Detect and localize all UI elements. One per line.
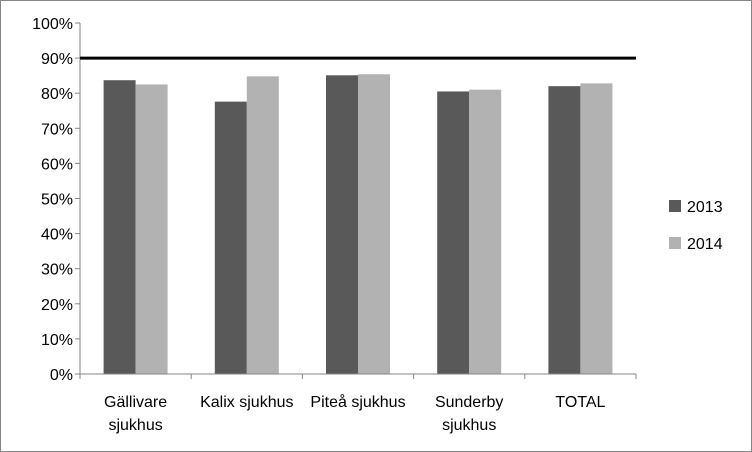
legend-swatch — [669, 237, 681, 249]
y-tick-label: 0% — [50, 367, 73, 384]
bar-2013 — [214, 101, 247, 375]
bar-2013 — [548, 86, 581, 375]
y-tick-label: 60% — [41, 156, 73, 173]
y-axis: 0% 10% 20% 30% 40% 50% 60% 70% 80% 90% 100% — [32, 16, 81, 384]
x-axis: Gällivare sjukhus Kalix sjukhus Piteå sjukh… — [79, 373, 637, 434]
bar-2014 — [358, 74, 390, 374]
y-tick-label: 50% — [41, 192, 73, 209]
category-label: Piteå sjukhus — [310, 393, 405, 411]
y-tick-label: 40% — [41, 227, 73, 244]
category-label: Sunderby sjukhus — [435, 394, 504, 434]
bar-2013 — [326, 75, 358, 374]
category-label: Kalix sjukhus — [200, 394, 293, 411]
y-tick-label: 100% — [32, 16, 73, 33]
y-tick-label: 30% — [41, 262, 73, 279]
category-label: Gällivare sjukhus — [104, 394, 167, 434]
bars — [103, 74, 613, 375]
category-label: TOTAL — [555, 394, 605, 411]
bar-2014 — [469, 89, 502, 374]
y-tick-label: 80% — [41, 86, 73, 103]
bar-2014 — [580, 83, 613, 374]
legend: 2013 2014 — [669, 199, 723, 253]
bar-2014 — [246, 76, 279, 375]
bar-2014 — [135, 84, 168, 375]
y-tick-label: 70% — [41, 121, 73, 138]
y-tick-label: 20% — [41, 297, 73, 314]
y-tick-label: 10% — [41, 332, 73, 349]
legend-label: 2014 — [687, 236, 723, 253]
legend-label: 2013 — [687, 199, 723, 216]
bar-2013 — [437, 91, 470, 374]
y-tick-label: 90% — [41, 51, 73, 68]
legend-swatch — [669, 200, 681, 212]
bar-2013 — [103, 80, 136, 374]
